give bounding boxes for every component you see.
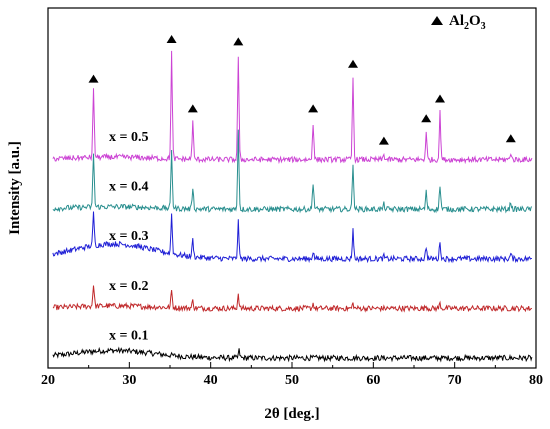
series-label-4: x = 0.4 [109, 180, 148, 195]
legend-label: Al2O3 [449, 13, 486, 32]
legend-label-sub1: 2 [464, 21, 469, 32]
series-label-3: x = 0.3 [109, 229, 148, 244]
peak-marker-7 [378, 136, 389, 145]
peak-marker-2 [166, 35, 177, 43]
series-line-1 [52, 346, 533, 363]
peak-marker-4 [233, 37, 244, 46]
legend-label-sub2: 3 [481, 21, 486, 32]
x-tick-label-50: 50 [285, 373, 299, 388]
series-label-5: x = 0.5 [109, 130, 148, 145]
peak-marker-6 [348, 59, 358, 68]
legend: Al2O3 [431, 13, 486, 32]
peak-marker-1 [88, 74, 99, 83]
x-axis: 20 30 40 50 60 70 80 [41, 362, 543, 388]
peak-marker-10 [505, 134, 516, 143]
series-line-4 [52, 129, 533, 214]
series-label-1: x = 0.1 [109, 328, 148, 343]
peak-marker-5 [308, 104, 319, 113]
legend-label-main: Al [449, 13, 464, 29]
x-tick-label-20: 20 [41, 373, 55, 388]
legend-triangle-icon [431, 16, 443, 25]
x-axis-title: 2θ [deg.] [264, 406, 319, 422]
x-tick-label-70: 70 [448, 373, 462, 388]
series-layer [52, 50, 533, 363]
x-tick-label-80: 80 [529, 373, 543, 388]
x-tick-label-40: 40 [204, 373, 218, 388]
series-label-2: x = 0.2 [109, 279, 148, 294]
peak-marker-3 [187, 104, 198, 113]
peak-marker-layer [88, 35, 516, 145]
series-line-5 [52, 50, 533, 165]
x-tick-label-60: 60 [366, 373, 380, 388]
series-line-3 [52, 211, 532, 264]
peak-marker-9 [435, 94, 445, 103]
x-tick-label-30: 30 [122, 373, 136, 388]
series-label-layer: x = 0.1 x = 0.2 x = 0.3 x = 0.4 x = 0.5 [109, 130, 148, 343]
peak-marker-8 [421, 114, 432, 123]
series-line-2 [52, 285, 533, 313]
y-axis-title: Intensity [a.u.] [7, 141, 23, 235]
legend-label-mid: O [469, 13, 481, 29]
